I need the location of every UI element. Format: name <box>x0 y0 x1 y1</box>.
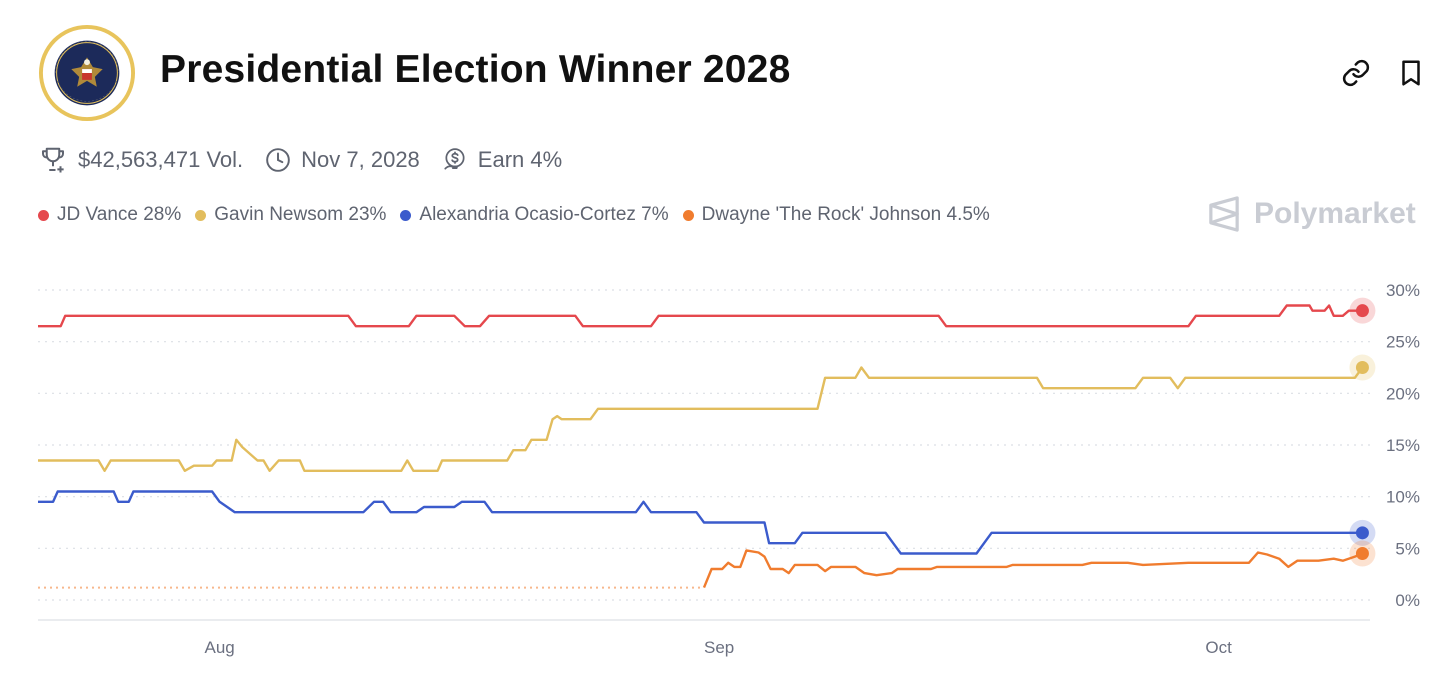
series-line <box>38 366 1364 472</box>
series-line <box>38 490 1363 555</box>
y-tick-label: 30% <box>1386 281 1420 300</box>
polymarket-logo-icon <box>1209 196 1239 232</box>
series-end-dot <box>1355 304 1369 318</box>
legend-label: JD Vance 28% <box>57 204 182 225</box>
series-line <box>38 304 1363 328</box>
reward-meta[interactable]: Earn 4% <box>442 147 562 173</box>
volume-meta: $42,563,471 Vol. <box>38 145 243 175</box>
end-date-text: Nov 7, 2028 <box>301 147 420 172</box>
price-chart[interactable]: 30% 25% 20% 15% 10% 5% 0% Aug Sep Oct <box>0 270 1456 681</box>
end-date-meta: Nov 7, 2028 <box>265 147 420 173</box>
x-tick-label: Aug <box>205 638 235 657</box>
legend-item[interactable]: JD Vance 28% <box>38 204 181 226</box>
y-tick-label: 5% <box>1395 539 1420 558</box>
bookmark-icon[interactable] <box>1396 58 1426 88</box>
chart-series <box>38 304 1364 589</box>
y-axis-ticks: 30% 25% 20% 15% 10% 5% 0% <box>1386 281 1420 610</box>
y-tick-label: 0% <box>1395 591 1420 610</box>
chart-legend: JD Vance 28% Gavin Newsom 23% Alexandria O… <box>38 204 1004 226</box>
legend-label: Alexandria Ocasio-Cortez 7% <box>419 204 669 225</box>
series-line <box>702 549 1363 589</box>
legend-dot <box>682 209 694 221</box>
y-tick-label: 10% <box>1386 488 1420 507</box>
link-icon[interactable] <box>1341 58 1371 88</box>
legend-item[interactable]: Alexandria Ocasio-Cortez 7% <box>400 204 669 226</box>
legend-dot <box>400 209 412 221</box>
legend-dot <box>38 209 49 221</box>
presidential-seal-icon <box>38 24 136 122</box>
brand-name: Polymarket <box>1254 197 1416 230</box>
series-end-markers <box>1349 297 1376 567</box>
series-end-dot <box>1355 361 1369 374</box>
clock-icon <box>266 148 290 172</box>
market-meta: $42,563,471 Vol. Nov 7, 2028 Earn 4% <box>38 143 584 177</box>
x-tick-label: Sep <box>704 638 734 657</box>
y-tick-label: 20% <box>1386 384 1420 403</box>
legend-dot <box>195 209 207 221</box>
coin-reward-icon <box>444 148 465 170</box>
volume-text: $42,563,471 Vol. <box>78 147 244 172</box>
x-axis-ticks: Aug Sep Oct <box>205 638 1233 657</box>
y-tick-label: 25% <box>1386 333 1420 352</box>
legend-item[interactable]: Dwayne 'The Rock' Johnson 4.5% <box>682 204 990 226</box>
chart-grid <box>38 289 1370 621</box>
legend-label: Dwayne 'The Rock' Johnson 4.5% <box>701 204 990 225</box>
legend-label: Gavin Newsom 23% <box>214 204 387 225</box>
reward-text: Earn 4% <box>477 147 563 172</box>
y-tick-label: 15% <box>1386 436 1420 455</box>
polymarket-watermark: Polymarket <box>1206 195 1416 233</box>
page-title: Presidential Election Winner 2028 <box>160 48 791 91</box>
legend-item[interactable]: Gavin Newsom 23% <box>195 204 386 226</box>
series-end-dot <box>1355 526 1369 540</box>
trophy-icon <box>42 147 64 173</box>
series-end-dot <box>1355 547 1369 560</box>
x-tick-label: Oct <box>1205 638 1232 657</box>
